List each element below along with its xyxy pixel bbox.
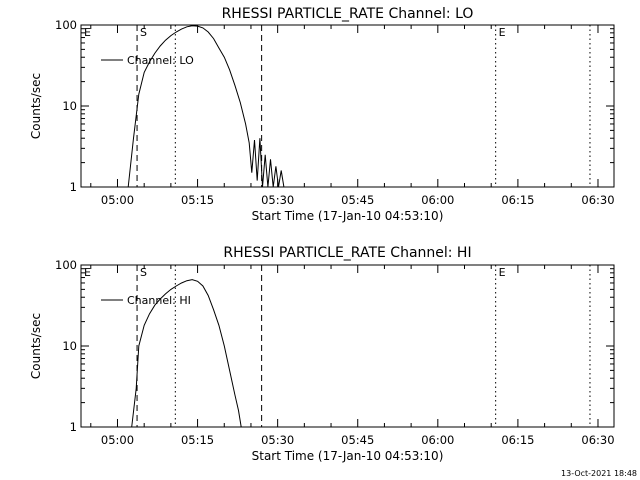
plot-frame bbox=[80, 264, 615, 428]
chart-title: RHESSI PARTICLE_RATE Channel: LO bbox=[222, 6, 474, 22]
x-tick-label: 05:00 bbox=[101, 193, 134, 207]
chart-title: RHESSI PARTICLE_RATE Channel: HI bbox=[223, 245, 471, 261]
y-tick-label: 100 bbox=[55, 18, 77, 32]
x-tick-label: 05:00 bbox=[101, 433, 134, 447]
x-tick-label: 06:30 bbox=[581, 193, 614, 207]
y-axis-label: Counts/sec bbox=[29, 73, 43, 139]
y-tick-label: 100 bbox=[55, 258, 77, 272]
legend-label: Channel: LO bbox=[127, 54, 194, 67]
x-tick-label: 05:45 bbox=[341, 433, 374, 447]
x-tick-label: 06:30 bbox=[581, 433, 614, 447]
y-tick-label: 10 bbox=[62, 339, 77, 353]
x-tick-label: 06:15 bbox=[501, 193, 534, 207]
series-line bbox=[131, 279, 242, 428]
event-marker-label: E bbox=[84, 266, 91, 279]
event-marker-label: S bbox=[140, 266, 147, 279]
y-axis-label: Counts/sec bbox=[29, 313, 43, 379]
x-tick-label: 05:15 bbox=[181, 193, 214, 207]
chart-panel-hi: RHESSI PARTICLE_RATE Channel: HI 05:00 05:… bbox=[29, 245, 615, 463]
y-tick-label: 10 bbox=[62, 99, 77, 113]
x-tick-label: 05:15 bbox=[181, 433, 214, 447]
y-tick-label: 1 bbox=[70, 420, 77, 434]
event-marker-label: E bbox=[499, 266, 506, 279]
x-tick-label: 05:45 bbox=[341, 193, 374, 207]
series-line bbox=[127, 25, 285, 188]
event-marker-label: S bbox=[140, 26, 147, 39]
x-tick-label: 06:00 bbox=[421, 193, 454, 207]
x-axis-label: Start Time (17-Jan-10 04:53:10) bbox=[252, 209, 444, 223]
event-marker-label: E bbox=[499, 26, 506, 39]
print-timestamp: 13-Oct-2021 18:48 bbox=[561, 469, 637, 478]
x-tick-label: 05:30 bbox=[261, 433, 294, 447]
plot-frame bbox=[80, 24, 615, 188]
x-tick-label: 05:30 bbox=[261, 193, 294, 207]
y-tick-label: 1 bbox=[70, 180, 77, 194]
x-tick-label: 06:15 bbox=[501, 433, 534, 447]
x-axis-label: Start Time (17-Jan-10 04:53:10) bbox=[252, 449, 444, 463]
x-tick-label: 06:00 bbox=[421, 433, 454, 447]
event-marker-label: E bbox=[84, 26, 91, 39]
chart-panel-lo: RHESSI PARTICLE_RATE Channel: LO 05:00 05:… bbox=[29, 6, 615, 223]
